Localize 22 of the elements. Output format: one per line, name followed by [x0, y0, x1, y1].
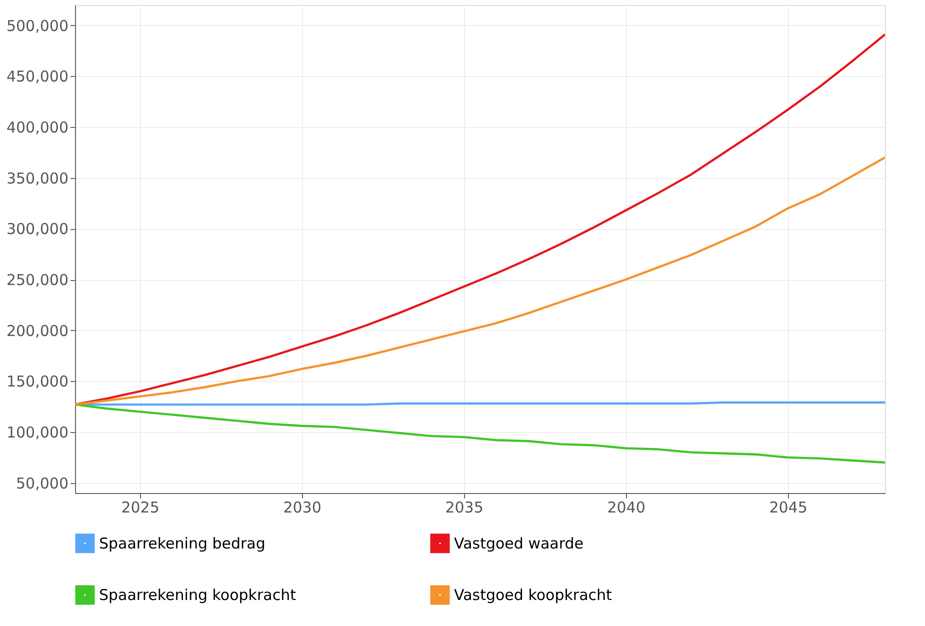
legend-label: Vastgoed koopkracht [454, 586, 612, 604]
y-tick-label: 500,000 [6, 16, 68, 35]
line-series [75, 403, 885, 464]
x-tick-label: 2025 [121, 498, 160, 516]
y-tick-label: 400,000 [6, 118, 68, 136]
legend-label: Spaarrekening koopkracht [99, 586, 296, 604]
legend-label: Spaarrekening bedrag [99, 534, 266, 552]
y-tick-label: 450,000 [6, 68, 68, 86]
x-tick-label: 2045 [769, 498, 808, 516]
line-series [75, 33, 885, 406]
y-tick-label: 250,000 [6, 271, 68, 289]
x-tick-label: 2030 [283, 498, 322, 516]
y-tick-label: 300,000 [6, 220, 68, 238]
y-tick-label: 200,000 [6, 322, 68, 340]
y-tick-label: 150,000 [6, 372, 68, 391]
y-tick-label: 100,000 [6, 424, 68, 442]
legend-label: Vastgoed waarde [454, 534, 584, 552]
x-tick-label: 2040 [607, 498, 646, 516]
line-series [75, 156, 885, 406]
y-tick-label: 50,000 [16, 474, 68, 492]
y-tick-label: 350,000 [6, 169, 68, 188]
x-tick-label: 2035 [445, 498, 484, 516]
